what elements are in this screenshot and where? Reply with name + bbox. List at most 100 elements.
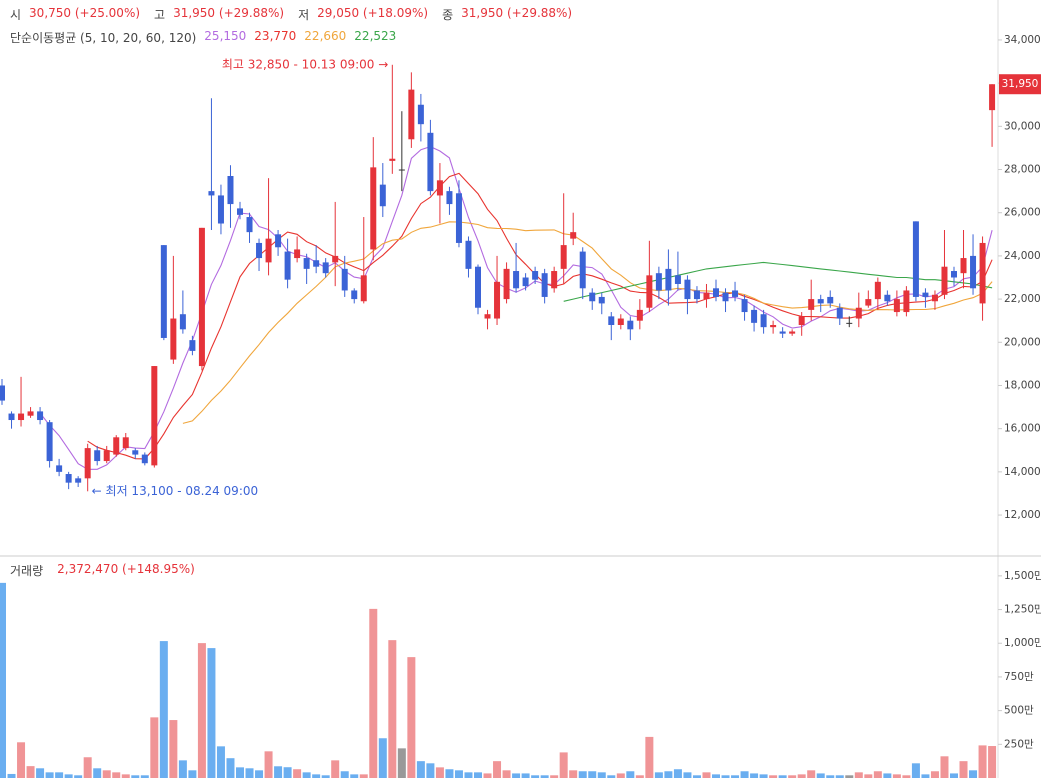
volume-bar: [626, 771, 635, 778]
volume-bar: [454, 770, 463, 778]
volume-bar: [74, 775, 83, 778]
volume-bar: [283, 767, 292, 778]
ohlc-label: 시: [10, 8, 22, 22]
candle-body: [113, 437, 120, 455]
volume-bar: [140, 775, 149, 778]
candle-body: [237, 208, 243, 215]
volume-value: 2,372,470 (+148.95%): [57, 562, 195, 576]
candle-body: [94, 450, 101, 462]
candle-body: [893, 299, 900, 313]
candle-body: [189, 340, 196, 351]
volume-header: 거래량 2,372,470 (+148.95%): [10, 562, 195, 579]
volume-bar: [245, 768, 254, 778]
candle-body: [989, 84, 996, 111]
candle-body: [494, 281, 501, 319]
volume-bar: [64, 774, 73, 778]
volume-bar: [578, 771, 587, 778]
candle-body: [151, 366, 158, 466]
volume-bar: [683, 772, 692, 778]
candle-body: [122, 437, 129, 449]
volume-bar: [216, 746, 225, 778]
volume-bar: [559, 752, 568, 778]
volume-bar: [264, 751, 273, 778]
candle-body: [912, 221, 919, 297]
volume-bar: [940, 756, 949, 778]
y-tick-label: 16,000: [1004, 423, 1041, 435]
volume-bar: [750, 773, 759, 778]
ohlc-label: 종: [442, 8, 454, 22]
candle-body: [541, 273, 548, 297]
volume-bar: [350, 774, 359, 778]
candle-body: [8, 413, 15, 421]
candle-body: [160, 245, 167, 338]
volume-bar: [36, 768, 45, 778]
volume-bar: [121, 774, 130, 778]
y-tick-label: 500만: [1004, 705, 1034, 717]
candle-body: [417, 104, 424, 125]
last-price-box: [999, 74, 1041, 95]
volume-bar: [597, 772, 606, 778]
candle-body: [560, 245, 567, 269]
candle-body: [817, 299, 824, 304]
candle-body: [227, 176, 234, 205]
candle-body: [636, 309, 643, 321]
volume-bar: [654, 772, 663, 778]
volume-bar: [883, 773, 892, 778]
candle-body: [389, 158, 396, 161]
candle-body: [455, 193, 462, 243]
volume-bar: [797, 774, 806, 778]
candle-body: [46, 422, 53, 462]
volume-bar: [978, 745, 987, 778]
candle-body: [313, 260, 320, 267]
candle-body: [322, 262, 329, 274]
candle-body: [65, 474, 72, 483]
y-tick-label: 250만: [1004, 738, 1034, 750]
volume-bar: [512, 773, 521, 778]
volume-bar: [759, 774, 768, 778]
candle-body: [284, 251, 291, 280]
volume-bar: [502, 770, 511, 778]
candle-body: [75, 478, 82, 483]
volume-bar: [369, 608, 378, 778]
candle-body: [56, 465, 63, 472]
candle-body: [951, 271, 957, 278]
candle-body: [341, 268, 348, 291]
volume-bar: [178, 760, 187, 778]
ohlc-label: 저: [298, 8, 310, 22]
candle-body: [732, 290, 739, 297]
candle-body: [570, 232, 577, 239]
candle-body: [693, 290, 700, 300]
candle-body: [398, 169, 405, 171]
candle-body: [370, 167, 377, 250]
candle-body: [598, 296, 605, 304]
candle-body: [941, 266, 948, 295]
volume-bar: [26, 766, 35, 778]
candle-body: [436, 180, 443, 196]
volume-bar: [616, 773, 625, 778]
volume-bar: [692, 775, 701, 778]
ohlc-header: 시 30,750 (+25.00%) 고 31,950 (+29.88%) 저 29,05…: [10, 6, 578, 23]
volume-bar: [892, 774, 901, 778]
candle-body: [808, 299, 815, 310]
candle-body: [303, 258, 310, 269]
candle-body: [179, 314, 186, 330]
volume-bar: [359, 774, 368, 778]
volume-bar: [911, 763, 920, 778]
candle-body: [960, 258, 967, 274]
volume-bar: [93, 768, 102, 778]
candle-body: [170, 318, 177, 360]
volume-bar: [854, 772, 863, 778]
candle-body: [513, 271, 520, 289]
y-tick-label: 26,000: [1004, 207, 1041, 219]
candle-body: [446, 191, 453, 205]
volume-bar: [226, 758, 235, 778]
volume-bar: [102, 770, 111, 778]
volume-bar: [769, 775, 778, 778]
ma-legend-title: 단순이동평균 (5, 10, 20, 60, 120): [10, 31, 197, 45]
y-tick-label: 18,000: [1004, 379, 1041, 391]
volume-bar: [274, 766, 283, 778]
volume-bar: [835, 775, 844, 778]
ohlc-value: 29,050 (+18.09%): [317, 6, 429, 20]
volume-bar: [159, 641, 168, 778]
